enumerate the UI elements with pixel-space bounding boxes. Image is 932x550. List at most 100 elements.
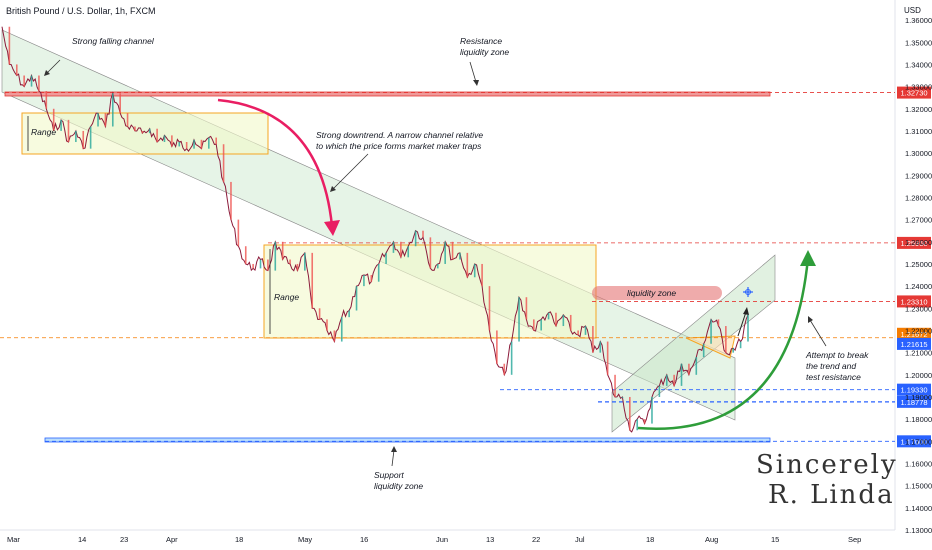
range-label-2: Range [274,292,299,302]
breakout-arrow [637,257,810,430]
candle [658,385,661,397]
price-level-badge [897,86,931,99]
candle [185,142,188,149]
break-label-2: the trend and [806,361,856,371]
break-label-arrow [809,319,827,347]
candle [533,319,535,331]
downtrend-arrow-head [324,220,340,236]
candle [555,312,557,327]
price-level-label: 1.17000 [900,437,927,446]
candle [333,330,336,342]
candle [97,113,99,127]
candle [178,142,181,147]
x-axis: Mar 14 23 Apr 18 May 16 Jun 13 22 Jul 18 Aug 15 Sep [7,535,861,544]
price-line [1,26,749,433]
candle [163,135,166,143]
candle [385,252,387,264]
candle [414,230,417,247]
candle [141,130,144,134]
candle [208,137,210,149]
candle [15,64,18,76]
candle [444,241,446,264]
y-tick-label: 1.23000 [905,304,932,313]
candle [111,93,114,127]
candle [592,326,594,353]
y-tick-label: 1.19000 [905,393,932,402]
candle [599,341,602,353]
resistance-label-2: liquidity zone [460,47,509,57]
candle [673,374,675,386]
candle [577,330,579,335]
y-tick-label: 1.18000 [905,415,932,424]
candle [377,263,380,282]
candle [436,263,439,269]
candle [665,374,668,386]
price-level-label: 1.19330 [900,386,927,395]
candle [89,126,92,149]
candle [289,259,291,264]
candle [466,252,469,278]
price-level-badge [897,295,931,308]
x-tick-label: Aug [705,535,718,544]
candle [363,275,365,287]
candle [126,113,129,127]
downtrend-label-arrow [331,153,369,191]
candle [23,75,25,87]
candle [496,330,498,364]
support-label-2: liquidity zone [374,481,423,491]
break-label-1: Attempt to break [805,350,869,360]
liquidity-zone-label: liquidity zone [627,288,676,298]
break-label-3: test resistance [806,372,861,382]
candle [370,275,373,282]
support-label-1: Support [374,470,404,480]
y-tick-label: 1.31000 [905,127,932,136]
candle [621,396,624,398]
candle [569,314,572,331]
candle [584,326,587,335]
candle [473,263,476,278]
resistance-label-1: Resistance [460,36,502,46]
x-tick-label: May [298,535,312,544]
channel-label-arrow [45,59,61,75]
candle [547,312,550,320]
y-axis: 1.36000 1.35000 1.34000 1.33000 1.32000 1.310… [905,16,932,535]
channel-label-arrow-head [44,70,50,76]
price-level-label: 1.32730 [900,89,927,98]
y-tick-label: 1.15000 [905,482,932,491]
x-tick-label: 18 [646,535,654,544]
candle [348,310,350,318]
price-level-badge [897,383,931,396]
candle [156,128,158,143]
y-tick-label: 1.16000 [905,459,932,468]
candle [688,363,690,375]
candle [739,341,742,349]
candle [747,314,749,342]
candle [52,108,55,131]
currency-label: USD [904,6,921,15]
x-tick-label: Jul [575,535,585,544]
breakout-arrow-head [800,250,816,266]
candle [171,135,173,147]
x-tick-label: Sep [848,535,861,544]
resistance-label-arrow-head [473,80,479,86]
y-tick-label: 1.34000 [905,60,932,69]
candle [30,75,33,87]
candle [540,319,542,331]
y-tick-label: 1.17000 [905,437,932,446]
y-tick-label: 1.25000 [905,260,932,269]
candle [8,26,11,65]
candle [75,130,77,143]
candle [82,130,85,149]
crosshair-icon[interactable] [743,287,753,297]
x-tick-label: 23 [120,535,128,544]
candle [104,113,107,127]
x-tick-label: 22 [532,535,540,544]
candle [481,263,483,287]
price-level-label: 1.23310 [900,297,927,306]
falling-channel [1,29,736,421]
candle [222,144,225,182]
x-tick-label: 18 [235,535,243,544]
y-tick-label: 1.13000 [905,526,932,535]
price-level-label: 1.18778 [900,398,927,407]
